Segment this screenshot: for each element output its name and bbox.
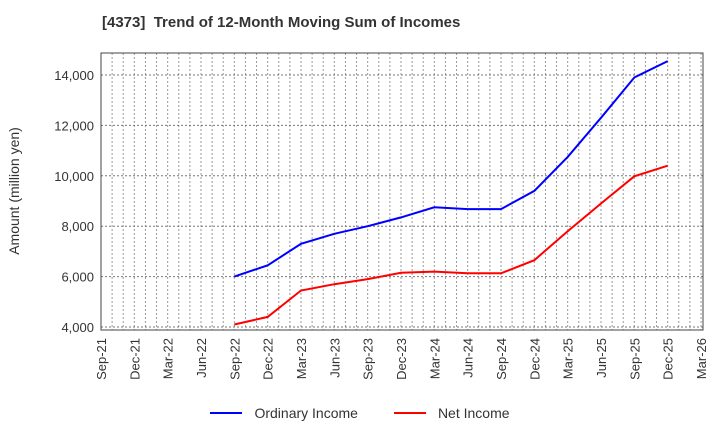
- y-tick-label: 8,000: [61, 219, 94, 234]
- y-tick-label: 12,000: [54, 118, 94, 133]
- y-axis-label: Amount (million yen): [6, 127, 22, 255]
- y-tick-label: 4,000: [61, 320, 94, 335]
- x-tick-label: Sep-21: [94, 338, 109, 380]
- x-tick-label: Jun-25: [594, 338, 609, 378]
- grid-lines: [100, 53, 703, 330]
- x-tick-label: Mar-25: [561, 338, 576, 379]
- legend: Ordinary Income Net Income: [0, 405, 720, 421]
- x-tick-label: Mar-22: [161, 338, 176, 379]
- x-tick-label: Dec-24: [527, 338, 542, 380]
- x-tick-label: Dec-25: [661, 338, 676, 380]
- x-tick-label: Mar-24: [427, 338, 442, 379]
- legend-item-net-income: Net Income: [393, 405, 510, 421]
- x-axis: Sep-21 Dec-21 Mar-22 Jun-22 Sep-22 Dec-22 Mar-…: [94, 338, 709, 380]
- y-tick-label: 14,000: [54, 68, 94, 83]
- x-tick-label: Sep-23: [361, 338, 376, 380]
- x-tick-label: Sep-22: [227, 338, 242, 380]
- x-tick-label: Mar-26: [694, 338, 709, 379]
- x-tick-label: Mar-23: [294, 338, 309, 379]
- data-series: [233, 60, 669, 326]
- legend-label: Net Income: [437, 405, 510, 421]
- plot-frame: [100, 52, 704, 331]
- chart-title: [4373] Trend of 12-Month Moving Sum of I…: [102, 14, 461, 31]
- x-tick-label: Dec-23: [394, 338, 409, 380]
- blue-line-swatch-icon: [210, 412, 243, 414]
- ordinary-income-line: [233, 60, 669, 278]
- legend-label: Ordinary Income: [254, 405, 358, 421]
- x-tick-label: Jun-24: [461, 338, 476, 378]
- x-tick-label: Dec-22: [261, 338, 276, 380]
- y-tick-label: 6,000: [61, 270, 94, 285]
- x-tick-label: Dec-21: [127, 338, 142, 380]
- red-line-swatch-icon: [393, 412, 426, 414]
- x-tick-label: Sep-24: [494, 338, 509, 380]
- y-tick-label: 10,000: [54, 169, 94, 184]
- x-tick-label: Jun-22: [194, 338, 209, 378]
- x-tick-label: Jun-23: [327, 338, 342, 378]
- x-tick-label: Sep-25: [627, 338, 642, 380]
- y-axis: 4,000 6,000 8,000 10,000 12,000 14,000: [54, 68, 94, 335]
- net-income-line: [234, 164, 669, 326]
- legend-item-ordinary-income: Ordinary Income: [210, 405, 358, 421]
